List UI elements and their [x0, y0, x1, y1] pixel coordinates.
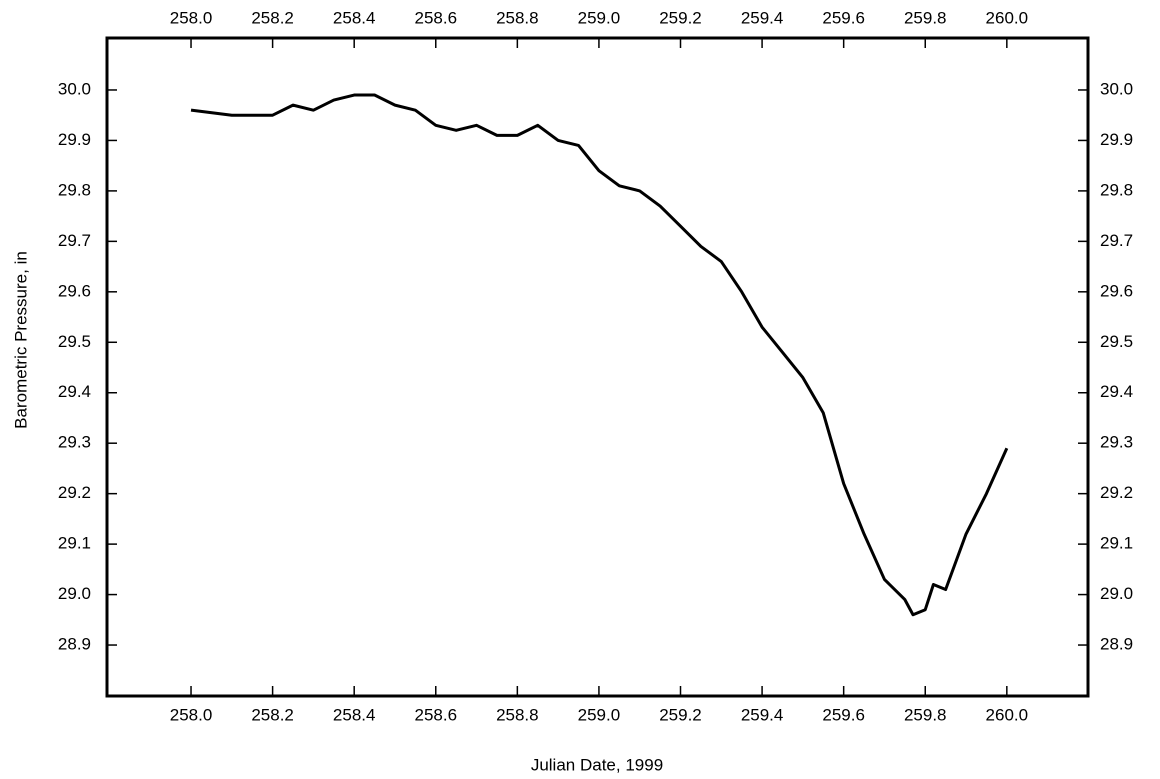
y-tick-label-right: 30.0 — [1100, 79, 1133, 98]
x-tick-label-top: 258.0 — [170, 8, 213, 27]
y-tick-label-right: 29.7 — [1100, 231, 1133, 250]
y-tick-label: 29.5 — [58, 332, 91, 351]
x-tick-label: 259.8 — [904, 705, 947, 724]
data-line — [190, 93, 1009, 617]
x-tick-label: 258.2 — [251, 705, 294, 724]
x-tick-label-top: 259.0 — [578, 8, 621, 27]
x-tick-label-top: 258.4 — [333, 8, 376, 27]
x-tick-label: 259.4 — [741, 705, 784, 724]
y-tick-label: 29.7 — [58, 231, 91, 250]
x-tick-label: 258.6 — [414, 705, 457, 724]
y-tick-label-right: 28.9 — [1100, 635, 1133, 654]
y-tick-label: 29.1 — [58, 534, 91, 553]
plot-frame — [105, 36, 1090, 698]
x-tick-label-top: 258.2 — [251, 8, 294, 27]
y-tick-label-right: 29.8 — [1100, 180, 1133, 199]
x-tick-label-top: 258.6 — [414, 8, 457, 27]
x-tick-label: 259.0 — [578, 705, 621, 724]
y-tick-label: 29.9 — [58, 130, 91, 149]
y-axis-label: Barometric Pressure, in — [11, 251, 30, 429]
x-tick-label-top: 258.8 — [496, 8, 539, 27]
y-tick-label-right: 29.5 — [1100, 332, 1133, 351]
y-tick-label-right: 29.6 — [1100, 281, 1133, 300]
x-tick-label-top: 260.0 — [986, 8, 1029, 27]
x-tick-label-top: 259.8 — [904, 8, 947, 27]
y-tick-label: 29.8 — [58, 180, 91, 199]
x-tick-label: 258.8 — [496, 705, 539, 724]
x-tick-label-top: 259.4 — [741, 8, 784, 27]
y-tick-label-right: 29.4 — [1100, 382, 1133, 401]
y-tick-label: 29.0 — [58, 584, 91, 603]
x-tick-label: 260.0 — [986, 705, 1029, 724]
y-tick-label-right: 29.2 — [1100, 483, 1133, 502]
x-tick-label: 259.2 — [659, 705, 702, 724]
y-tick-label: 29.6 — [58, 281, 91, 300]
x-axis-label: Julian Date, 1999 — [531, 755, 663, 774]
y-tick-label: 29.4 — [58, 382, 91, 401]
y-tick-label-right: 29.9 — [1100, 130, 1133, 149]
x-tick-label-top: 259.2 — [659, 8, 702, 27]
y-tick-label: 29.2 — [58, 483, 91, 502]
y-tick-label: 30.0 — [58, 79, 91, 98]
y-tick-label-right: 29.0 — [1100, 584, 1133, 603]
y-tick-label: 28.9 — [58, 635, 91, 654]
y-tick-label-right: 29.1 — [1100, 534, 1133, 553]
y-tick-label: 29.3 — [58, 433, 91, 452]
x-tick-label: 259.6 — [822, 705, 865, 724]
x-tick-label: 258.4 — [333, 705, 376, 724]
y-tick-label-right: 29.3 — [1100, 433, 1133, 452]
x-tick-label-top: 259.6 — [822, 8, 865, 27]
x-tick-label: 258.0 — [170, 705, 213, 724]
